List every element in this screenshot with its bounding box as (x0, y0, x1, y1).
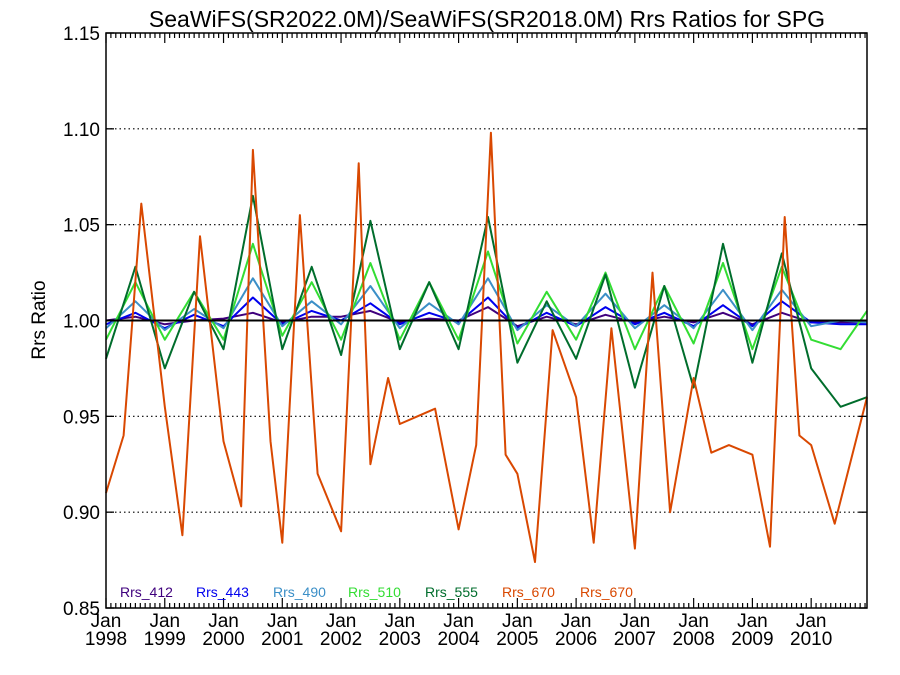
x-tick-month-5: Jan (385, 611, 416, 632)
x-tick-month-10: Jan (678, 611, 709, 632)
x-tick-year-11: 2009 (731, 629, 773, 650)
y-tick-label-1: 0.90 (63, 503, 100, 524)
x-tick-year-5: 2003 (379, 629, 421, 650)
x-tick-month-6: Jan (443, 611, 474, 632)
legend-entry-3: Rrs_510 (348, 584, 401, 600)
x-tick-month-12: Jan (796, 611, 827, 632)
x-tick-month-4: Jan (326, 611, 357, 632)
legend-entry-2: Rrs_490 (273, 584, 326, 600)
x-tick-year-9: 2007 (614, 629, 656, 650)
y-tick-label-0: 0.85 (63, 599, 100, 620)
x-tick-year-3: 2001 (261, 629, 303, 650)
series-line-rrs-490-2 (105, 277, 868, 332)
legend-entry-0: Rrs_412 (120, 584, 173, 600)
series-line-rrs-510-3 (105, 242, 868, 351)
x-ticks: Jan1998Jan1999Jan2000Jan2001Jan2002Jan20… (85, 33, 866, 650)
x-tick-month-1: Jan (149, 611, 180, 632)
y-tick-label-2: 0.95 (63, 407, 100, 428)
y-tick-label-4: 1.05 (63, 216, 100, 237)
x-tick-month-8: Jan (561, 611, 592, 632)
x-tick-month-2: Jan (208, 611, 239, 632)
x-tick-year-6: 2004 (437, 629, 480, 650)
series-line-rrs-412-0 (105, 306, 867, 328)
series-line-rrs-670-5 (105, 131, 868, 563)
y-tick-label-3: 1.00 (63, 312, 100, 333)
legend-entry-6: Rrs_670 (580, 584, 633, 600)
series-group (105, 131, 868, 563)
y-tick-label-5: 1.10 (63, 120, 100, 141)
x-tick-month-7: Jan (502, 611, 533, 632)
legend: Rrs_412 Rrs_443 Rrs_490 Rrs_510 Rrs_555 Rrs_6… (120, 584, 633, 600)
y-ticks: 0.85 0.90 0.95 1.00 1.05 1.10 1.15 (63, 24, 867, 620)
legend-entry-4: Rrs_555 (425, 584, 478, 600)
x-tick-year-10: 2008 (673, 629, 715, 650)
series-line-rrs-555-4 (105, 194, 868, 408)
y-tick-label-6: 1.15 (63, 24, 100, 45)
x-tick-month-9: Jan (620, 611, 651, 632)
x-tick-year-4: 2002 (320, 629, 362, 650)
x-tick-year-1: 1999 (144, 629, 186, 650)
x-tick-month-3: Jan (267, 611, 298, 632)
plot-frame (105, 32, 868, 609)
chart-title: SeaWiFS(SR2022.0M)/SeaWiFS(SR2018.0M) Rr… (149, 6, 825, 32)
x-tick-year-8: 2006 (555, 629, 597, 650)
y-axis-label: Rrs Ratio (29, 280, 50, 359)
x-tick-year-2: 2000 (202, 629, 244, 650)
x-tick-year-12: 2010 (790, 629, 832, 650)
legend-entry-1: Rrs_443 (196, 584, 249, 600)
legend-entry-5: Rrs_670 (502, 584, 555, 600)
x-tick-year-0: 1998 (85, 629, 127, 650)
x-tick-month-0: Jan (91, 611, 122, 632)
x-tick-month-11: Jan (737, 611, 768, 632)
x-tick-year-7: 2005 (496, 629, 538, 650)
